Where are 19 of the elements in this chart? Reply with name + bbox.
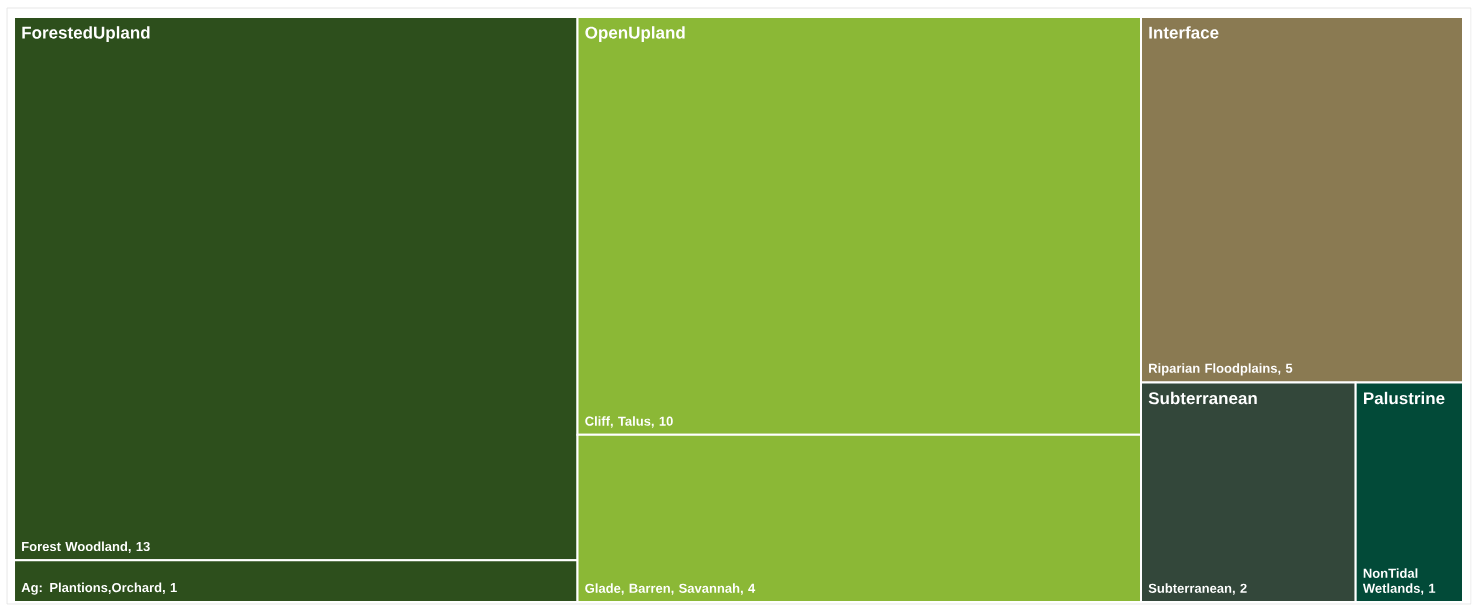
series-label: OpenUpland (585, 26, 685, 43)
series-label: Interface (1149, 26, 1219, 39)
category-label: Glade, Barren, Savannah (585, 583, 740, 595)
category-label: Forest Woodland (22, 541, 128, 552)
category-label: Subterranean (1148, 583, 1232, 593)
data-label: , 1 (1421, 583, 1436, 595)
data-label: , 5 (1278, 363, 1293, 375)
data-label: , 10 (651, 416, 673, 428)
data-label: , 1 (162, 583, 177, 595)
data-label: , 13 (128, 541, 150, 553)
category-label: Cliff, Talus (585, 416, 651, 428)
data-label: , 2 (1232, 583, 1247, 595)
category-label: Riparian Floodplains (1149, 363, 1277, 376)
category-label: Ag: Plantions,Orchard (21, 582, 162, 595)
series-label: ForestedUpland (22, 26, 150, 43)
series-label: Subterranean (1148, 391, 1257, 405)
category-label: NonTidal Wetlands (1362, 568, 1420, 593)
series-label: Palustrine (1364, 391, 1445, 405)
data-label: , 4 (740, 583, 756, 595)
